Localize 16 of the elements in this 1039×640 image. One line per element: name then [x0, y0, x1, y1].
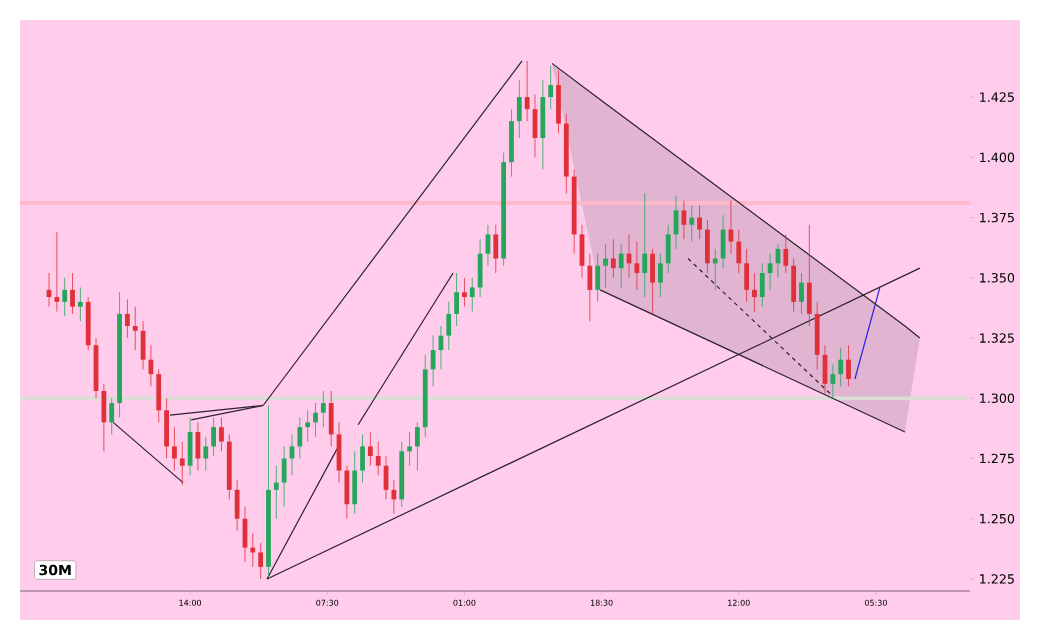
y-tick-label: 1.225	[980, 574, 1014, 584]
y-tick-label: 1.325	[980, 333, 1014, 343]
x-tick-label: 12:00	[728, 599, 750, 606]
y-tick-label: 1.400	[980, 152, 1015, 163]
annotation: 30M	[39, 564, 71, 576]
y-tick-label: 1.250	[980, 513, 1015, 524]
y-tick-label: 1.350	[980, 272, 1015, 283]
y-tick-label: 1.425	[980, 92, 1014, 102]
y-tick-label: 1.375	[980, 212, 1014, 223]
x-tick-label: 05:30	[864, 599, 887, 606]
x-tick-label: 18:30	[590, 599, 613, 606]
x-tick-label: 01:00	[453, 599, 476, 606]
y-tick-label: 1.275	[980, 453, 1014, 464]
x-tick-label: 14:00	[179, 599, 202, 606]
y-tick-label: 1.300	[980, 393, 1015, 404]
x-tick-label: 07:30	[316, 599, 339, 606]
